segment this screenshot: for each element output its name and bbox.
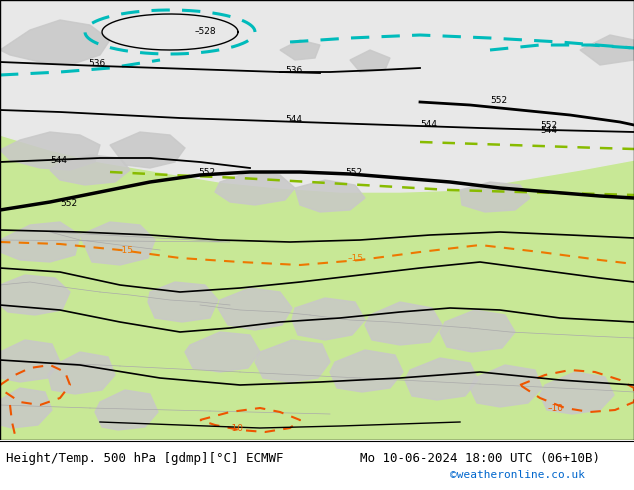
Polygon shape	[0, 222, 80, 262]
Polygon shape	[580, 35, 634, 65]
Polygon shape	[0, 340, 60, 382]
Polygon shape	[405, 358, 478, 400]
Polygon shape	[440, 310, 515, 352]
Polygon shape	[215, 172, 295, 205]
Text: 552: 552	[198, 168, 215, 176]
Text: 552: 552	[345, 168, 362, 176]
Polygon shape	[80, 222, 155, 265]
Text: 552: 552	[490, 96, 507, 104]
Polygon shape	[0, 388, 52, 428]
Polygon shape	[330, 350, 403, 392]
Text: Mo 10-06-2024 18:00 UTC (06+10B): Mo 10-06-2024 18:00 UTC (06+10B)	[360, 452, 600, 465]
Text: 544: 544	[420, 120, 437, 128]
Polygon shape	[148, 282, 218, 322]
Text: 536: 536	[88, 58, 105, 68]
Polygon shape	[280, 40, 320, 60]
Text: 544: 544	[285, 115, 302, 123]
Polygon shape	[48, 352, 115, 394]
Text: –15: –15	[348, 253, 364, 263]
Polygon shape	[0, 0, 634, 192]
Polygon shape	[255, 340, 330, 382]
Text: ©weatheronline.co.uk: ©weatheronline.co.uk	[450, 470, 585, 480]
Polygon shape	[350, 50, 390, 72]
Text: Height/Temp. 500 hPa [gdmp][°C] ECMWF: Height/Temp. 500 hPa [gdmp][°C] ECMWF	[6, 452, 283, 465]
Text: –10: –10	[548, 403, 564, 413]
Text: 536: 536	[285, 66, 302, 74]
Text: –10: –10	[228, 423, 244, 433]
Text: 544: 544	[50, 155, 67, 165]
Polygon shape	[295, 180, 365, 212]
Polygon shape	[460, 182, 530, 212]
Polygon shape	[50, 155, 130, 185]
Text: 552: 552	[540, 121, 557, 129]
Polygon shape	[540, 372, 614, 414]
Polygon shape	[365, 302, 442, 345]
Polygon shape	[0, 20, 110, 65]
Text: 552: 552	[60, 198, 77, 207]
Polygon shape	[185, 332, 260, 372]
Polygon shape	[110, 132, 185, 168]
Text: –15: –15	[118, 245, 134, 254]
Polygon shape	[95, 390, 158, 430]
Polygon shape	[470, 365, 542, 407]
Text: –528: –528	[194, 26, 216, 35]
Polygon shape	[0, 132, 100, 170]
Polygon shape	[218, 288, 292, 330]
Polygon shape	[0, 275, 70, 315]
Polygon shape	[292, 298, 365, 340]
Text: 544: 544	[540, 125, 557, 134]
